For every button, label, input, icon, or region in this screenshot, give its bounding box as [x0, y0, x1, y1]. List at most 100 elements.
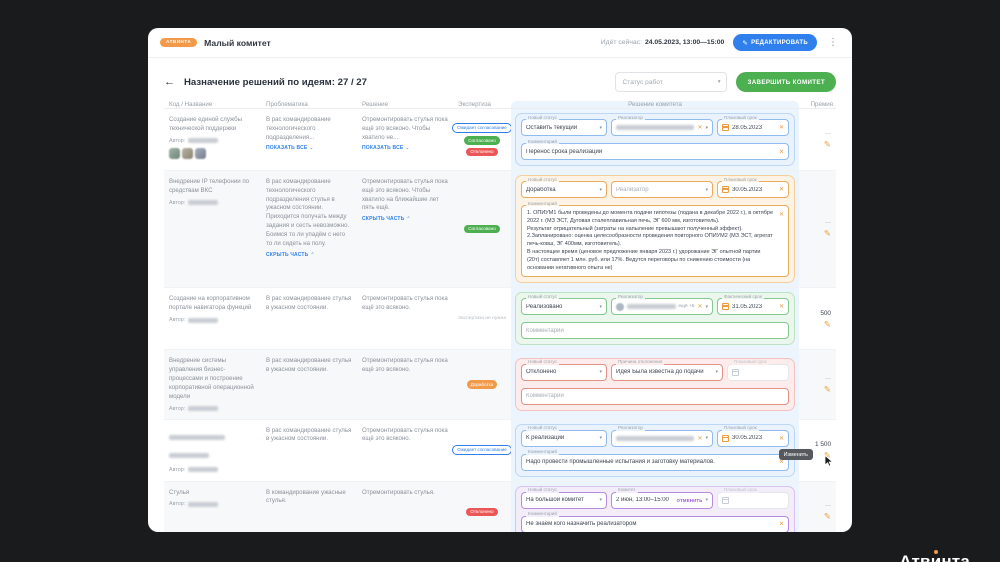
table-row: Внедрение IP телефонии по средствам ВКС …: [164, 171, 836, 289]
clear-icon[interactable]: ✕: [778, 459, 784, 466]
hide-part-link[interactable]: СКРЫТЬ ЧАСТЬ ⌃: [362, 216, 411, 223]
edit-premium-button[interactable]: ✎: [823, 228, 831, 239]
comment-field[interactable]: Комментарий Не знаем кого назначить реал…: [521, 511, 789, 532]
author-name-redacted: [188, 200, 219, 206]
edit-premium-button[interactable]: ✎: [823, 138, 831, 149]
kebab-menu-icon[interactable]: ⋮: [828, 36, 838, 48]
clear-icon[interactable]: ✕: [697, 125, 703, 131]
more-realizators[interactable]: ещё +5: [678, 304, 695, 310]
premium-value: —: [825, 375, 831, 382]
realizator-select[interactable]: Реализатор ✕ ▾: [611, 115, 713, 136]
expertise-note: Экспертиза не нужна: [457, 316, 507, 322]
expertise-cell: Отклонено: [453, 482, 511, 532]
chevron-up-icon: ⌃: [310, 251, 315, 257]
clear-icon[interactable]: ✕: [778, 304, 784, 311]
realizator-select[interactable]: Реализатор ещё +5 ✕ ▾: [611, 294, 713, 316]
chevron-down-icon: ▾: [705, 435, 708, 442]
author-name-redacted: [188, 501, 219, 507]
new-status-select[interactable]: Новый статус На большой комитет ▾: [521, 487, 607, 509]
clear-icon[interactable]: ✕: [697, 304, 703, 311]
comment-field[interactable]: Комментарий Надо провести промышленные и…: [521, 449, 789, 471]
edit-button[interactable]: ✎ РЕДАКТИРОВАТЬ: [733, 34, 817, 51]
col-code: Код / Название: [169, 101, 213, 108]
chevron-down-icon: ▾: [599, 369, 602, 376]
attachment-thumb[interactable]: [169, 147, 180, 159]
solution-text: Отремонтировать стулья пока ещё это всяк…: [362, 426, 448, 443]
logo-accent-dot: и: [931, 552, 942, 562]
clear-icon[interactable]: ✕: [778, 521, 784, 528]
comment-field[interactable]: Комментарий: [521, 322, 789, 340]
problem-text: В командирование ужасные стулья.: [266, 488, 346, 505]
problem-text: В рас командирование стулья в ужасном со…: [266, 426, 352, 443]
premium-cell: 1 500 ✎ Изменить: [778, 420, 835, 481]
planned-date-field[interactable]: Плановый срок 28.05.2023 ✕: [717, 115, 789, 136]
session-time: Идёт сейчас: 24.05.2023, 13:00—15:00: [600, 39, 725, 46]
comment-field[interactable]: Комментарий 1. ОПИУМ1 были проведены до …: [521, 201, 789, 278]
back-button[interactable]: ←: [164, 75, 175, 88]
idea-name: Создание единой службы технической подде…: [169, 116, 242, 132]
planned-date-field[interactable]: Плановый срок 30.05.2023 ✕: [717, 177, 789, 198]
author-label: Автор:: [169, 405, 186, 412]
author-label: Автор:: [169, 199, 186, 206]
premium-value: —: [825, 130, 831, 137]
clear-icon[interactable]: ✕: [778, 212, 784, 218]
realizator-select[interactable]: Реализатор ▾: [611, 181, 713, 198]
idea-cell: Создание на корпоративном портале навига…: [164, 288, 261, 349]
author-name-redacted: [188, 406, 219, 412]
solution-text: Отремонтировать стулья.: [362, 488, 435, 496]
comment-field[interactable]: Комментарий Перенос срока реализации ✕: [521, 139, 789, 160]
chevron-down-icon: ▾: [717, 79, 721, 85]
attachment-thumb[interactable]: [182, 147, 193, 159]
main-content: ← Назначение решений по идеям: 27 / 27 С…: [148, 58, 852, 532]
brand-badge: АТВИНТА: [160, 37, 198, 48]
table-row: Автор: В рас командирование стулья в ужа…: [164, 419, 836, 482]
actual-date-field[interactable]: Фактический срок 31.05.2023 ✕: [717, 294, 789, 316]
chevron-down-icon: ▾: [705, 124, 708, 131]
committee-select[interactable]: Комитет 2 июн, 13:00–15:00 ОТМЕНИТЬ ▾: [611, 487, 713, 509]
realizator-select[interactable]: Реализатор ✕ ▾: [611, 425, 713, 447]
edit-premium-button[interactable]: ✎: [823, 318, 831, 329]
planned-date-field-disabled: Плановый срок: [717, 487, 789, 509]
avatar: [616, 302, 624, 311]
new-status-select[interactable]: Новый статус Оставить текущий ▾: [521, 115, 607, 136]
show-all-link[interactable]: ПОКАЗАТЬ ВСЕ ⌄: [362, 145, 410, 152]
show-all-link[interactable]: ПОКАЗАТЬ ВСЕ ⌄: [266, 145, 314, 152]
idea-name-redacted: [169, 427, 256, 463]
clear-icon[interactable]: ✕: [778, 149, 784, 155]
top-bar: АТВИНТА Малый комитет Идёт сейчас: 24.05.…: [148, 28, 852, 58]
clear-icon[interactable]: ✕: [778, 435, 784, 442]
committee-title: Малый комитет: [204, 37, 271, 48]
edit-premium-button[interactable]: ✎: [823, 383, 831, 394]
author-name-redacted: [188, 138, 219, 144]
chevron-down-icon: ▾: [599, 124, 602, 131]
calendar-icon: [722, 496, 729, 504]
author-label: Автор:: [169, 501, 186, 508]
new-status-select[interactable]: Новый статус Доработка ▾: [521, 177, 607, 198]
col-committee: Решение комитета: [511, 101, 799, 108]
committee-decision-panel: Новый статус Отклонено ▾ Причина отклоне…: [515, 357, 795, 411]
author-label: Автор:: [169, 466, 186, 473]
attachment-thumb[interactable]: [195, 147, 206, 159]
hide-part-link[interactable]: СКРЫТЬ ЧАСТЬ ⌃: [266, 251, 315, 258]
problem-text: В рас командирование стулья в ужасном со…: [266, 295, 352, 312]
col-solution: Решение: [362, 101, 389, 108]
chevron-down-icon: ▾: [599, 303, 602, 310]
author-label: Автор:: [169, 137, 186, 144]
status-filter-select[interactable]: Статус работ ▾: [615, 72, 728, 92]
reject-reason-select[interactable]: Причина отклонения Идея Была известна до…: [611, 360, 723, 381]
session-time-value: 24.05.2023, 13:00—15:00: [644, 39, 725, 46]
edit-premium-button[interactable]: ✎: [823, 449, 831, 460]
edit-premium-button[interactable]: ✎: [823, 511, 831, 522]
col-problem: Проблематика: [266, 101, 308, 108]
clear-icon[interactable]: ✕: [778, 187, 784, 193]
clear-icon[interactable]: ✕: [778, 125, 784, 131]
cancel-committee-link[interactable]: ОТМЕНИТЬ: [676, 497, 703, 503]
comment-field[interactable]: Комментарий: [521, 387, 789, 405]
new-status-select[interactable]: Новый статус К реализации ▾: [521, 425, 607, 447]
idea-name: Стулья: [169, 488, 190, 496]
planned-date-field[interactable]: Плановый срок 30.05.2023 ✕: [717, 425, 789, 447]
finish-committee-button[interactable]: ЗАВЕРШИТЬ КОМИТЕТ: [736, 72, 836, 92]
clear-icon[interactable]: ✕: [697, 435, 703, 442]
new-status-select[interactable]: Новый статус Отклонено ▾: [521, 360, 607, 381]
new-status-select[interactable]: Новый статус Реализовано ▾: [521, 294, 607, 316]
